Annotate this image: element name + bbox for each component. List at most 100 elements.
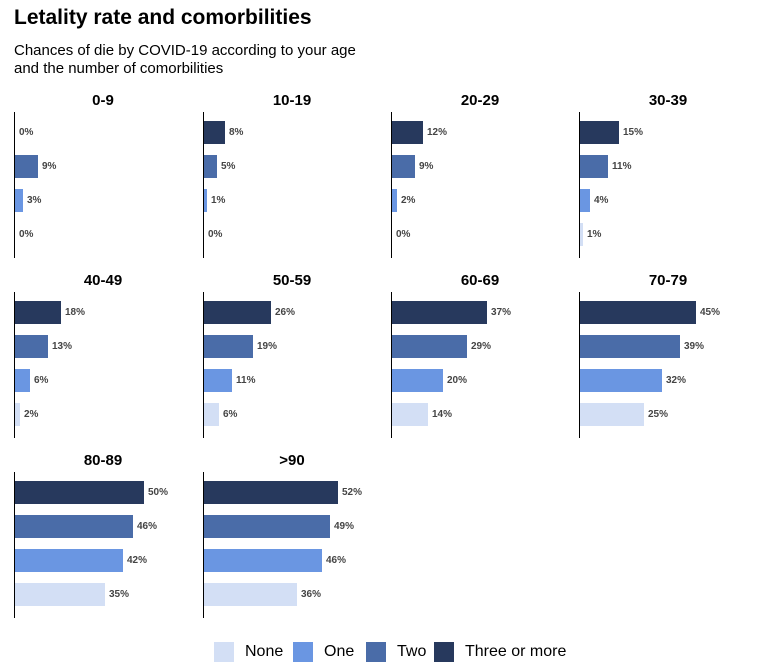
bar-value-label: 0%	[396, 229, 411, 240]
bar-value-label: 50%	[148, 487, 169, 498]
bar-value-label: 14%	[432, 409, 453, 420]
category-axis-line	[203, 292, 204, 438]
bar-value-label: 4%	[594, 195, 609, 206]
bar-none	[580, 223, 583, 246]
panel-title: 50-59	[272, 272, 312, 289]
panel-title: >90	[279, 452, 305, 469]
legend-swatch	[214, 642, 234, 662]
bar-value-label: 15%	[623, 127, 644, 138]
bar-value-label: 12%	[427, 127, 448, 138]
bar-value-label: 0%	[19, 127, 34, 138]
bar-value-label: 2%	[24, 409, 39, 420]
bar-three-or-more	[204, 121, 225, 144]
category-axis-line	[579, 292, 580, 438]
bar-one	[15, 189, 23, 212]
legend-swatch	[366, 642, 386, 662]
bar-two	[15, 515, 133, 538]
bar-two	[15, 335, 48, 358]
bar-value-label: 9%	[42, 161, 57, 172]
category-axis-line	[203, 472, 204, 618]
panel-title: 30-39	[648, 92, 688, 109]
bar-value-label: 49%	[334, 521, 355, 532]
panel-title: 40-49	[83, 272, 123, 289]
bar-value-label: 5%	[221, 161, 236, 172]
bar-two	[580, 335, 680, 358]
bar-one	[580, 369, 662, 392]
bar-value-label: 3%	[27, 195, 42, 206]
panel-title: 80-89	[83, 452, 123, 469]
bar-one	[15, 369, 30, 392]
bar-three-or-more	[392, 301, 487, 324]
bar-value-label: 46%	[326, 555, 347, 566]
bar-one	[204, 369, 232, 392]
bar-one	[392, 189, 397, 212]
category-axis-line	[14, 472, 15, 618]
panel-70-79: 70-79 45% 39% 32% 25%	[579, 272, 757, 448]
bar-value-label: 18%	[65, 307, 86, 318]
bar-none	[15, 403, 20, 426]
panel-30-39: 30-39 15% 11% 4% 1%	[579, 92, 757, 268]
panel-title: 0-9	[92, 92, 114, 109]
panel-80-89: 80-89 50% 46% 42% 35%	[14, 452, 192, 628]
bar-value-label: 11%	[236, 375, 256, 386]
bar-two	[204, 335, 253, 358]
panel-10-19: 10-19 8% 5% 1% 0%	[203, 92, 381, 268]
bar-two	[392, 155, 415, 178]
bar-none	[15, 583, 105, 606]
legend-label: One	[324, 643, 355, 660]
bar-value-label: 2%	[401, 195, 416, 206]
bar-value-label: 26%	[275, 307, 296, 318]
bar-none	[204, 583, 297, 606]
bar-value-label: 46%	[137, 521, 158, 532]
legend-label: Three or more	[465, 643, 567, 660]
bar-value-label: 45%	[700, 307, 721, 318]
bar-two	[204, 155, 217, 178]
category-axis-line	[14, 292, 15, 438]
legend: None One Two Three or more	[0, 640, 768, 664]
panel-40-49: 40-49 18% 13% 6% 2%	[14, 272, 192, 448]
bar-value-label: 0%	[19, 229, 34, 240]
bar-value-label: 25%	[648, 409, 669, 420]
panel-title: 60-69	[460, 272, 500, 289]
legend-swatch	[293, 642, 313, 662]
bar-one	[204, 189, 207, 212]
bar-one	[15, 549, 123, 572]
bar-none	[580, 403, 644, 426]
bar-value-label: 0%	[208, 229, 223, 240]
category-axis-line	[14, 112, 15, 258]
bar-value-label: 37%	[491, 307, 512, 318]
bar-none	[204, 403, 219, 426]
bar-two	[392, 335, 467, 358]
panel-20-29: 20-29 12% 9% 2% 0%	[391, 92, 569, 268]
bar-value-label: 19%	[257, 341, 278, 352]
bar-value-label: 20%	[447, 375, 468, 386]
category-axis-line	[579, 112, 580, 258]
category-axis-line	[391, 112, 392, 258]
bar-value-label: 1%	[211, 195, 226, 206]
bar-value-label: 39%	[684, 341, 705, 352]
panel-title: 10-19	[272, 92, 312, 109]
bar-three-or-more	[15, 481, 144, 504]
bar-three-or-more	[204, 481, 338, 504]
bar-value-label: 8%	[229, 127, 244, 138]
category-axis-line	[391, 292, 392, 438]
bar-three-or-more	[15, 301, 61, 324]
bar-two	[204, 515, 330, 538]
category-axis-line	[203, 112, 204, 258]
chart-subtitle: Chances of die by COVID-19 according to …	[14, 42, 356, 77]
bar-value-label: 1%	[587, 229, 602, 240]
bar-value-label: 9%	[419, 161, 434, 172]
panel-90: >90 52% 49% 46% 36%	[203, 452, 381, 628]
bar-value-label: 11%	[612, 161, 632, 172]
panel-50-59: 50-59 26% 19% 11% 6%	[203, 272, 381, 448]
legend-label: None	[245, 643, 284, 660]
bar-none	[392, 403, 428, 426]
bar-value-label: 35%	[109, 589, 130, 600]
bar-three-or-more	[580, 121, 619, 144]
panel-title: 20-29	[460, 92, 500, 109]
bar-value-label: 32%	[666, 375, 687, 386]
bar-three-or-more	[204, 301, 271, 324]
bar-one	[204, 549, 322, 572]
bar-three-or-more	[392, 121, 423, 144]
bar-value-label: 36%	[301, 589, 322, 600]
